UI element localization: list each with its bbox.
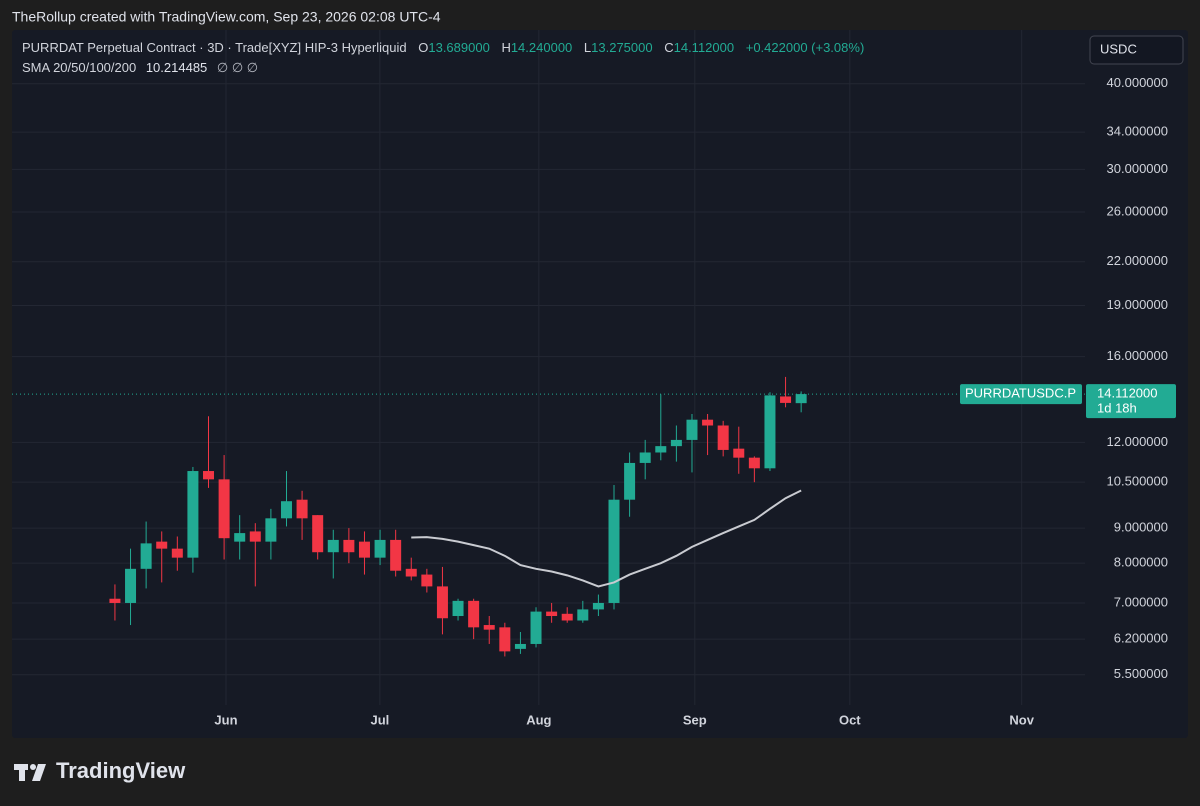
candle-body [670,439,682,447]
x-tick-label: Sep [683,712,707,727]
candle-body [499,627,511,652]
candle-body [296,499,308,519]
candle-body [187,471,199,558]
indicator-value: 10.214485 [146,60,207,75]
symbol-label-box [960,384,1082,405]
candle-body [733,448,745,458]
ohlc-label: C [664,40,673,55]
currency-button[interactable] [1089,35,1184,65]
candle-body [312,515,324,553]
candle-body [343,539,355,553]
y-tick-label: 8.000000 [1114,555,1168,570]
y-tick-label: 9.000000 [1114,520,1168,535]
indicator-line: SMA 20/50/100/200 10.214485 ∅ ∅ ∅ [22,60,258,75]
symbol-label: PURRDATUSDC.P [965,386,1076,401]
y-tick-label: 12.000000 [1107,434,1168,449]
y-tick-label: 6.200000 [1114,631,1168,646]
indicator-extras: ∅ ∅ ∅ [217,60,258,75]
y-tick-label: 10.500000 [1107,474,1168,489]
ohlc-label: L [584,40,591,55]
y-tick-label: 5.500000 [1114,666,1168,681]
ohlc-value: 13.689000 [428,40,489,55]
x-tick-label: Jun [214,712,237,727]
x-tick-label: Aug [526,712,551,727]
logo-part [30,764,36,770]
candle-body [156,541,168,549]
candle-body [436,586,448,619]
price-label: 14.112000 [1097,386,1158,401]
y-tick-label: 34.000000 [1107,124,1168,139]
candle-body [795,394,807,404]
ohlc-label: H [501,40,510,55]
header-line: PURRDAT Perpetual Contract · 3D · Trade[… [22,40,864,55]
candle-body [234,533,246,542]
currency-label[interactable]: USDC [1100,41,1137,56]
candle-body [421,574,433,587]
y-tick-label: 7.000000 [1114,594,1168,609]
price-label-box [1086,384,1176,419]
candle-body [203,471,215,480]
change: +0.422000 (+3.08%) [746,40,865,55]
candle-body [608,499,620,603]
sma-line [411,489,802,588]
candle-body [125,568,137,603]
candle-body [358,541,370,558]
candle-body [530,611,542,644]
candle-body [780,396,792,403]
x-tick-label: Jul [371,712,390,727]
y-tick-label: 40.000000 [1107,75,1168,90]
chart-panel [12,30,1188,738]
candle-body [452,600,464,617]
ohlc-value: 14.240000 [511,40,572,55]
candle-body [483,625,495,630]
indicator-name: SMA 20/50/100/200 [22,60,136,75]
y-tick-label: 19.000000 [1107,297,1168,312]
y-tick-label: 16.000000 [1107,348,1168,363]
candle-body [390,539,402,571]
candle-body [280,501,292,519]
candle-body [592,602,604,610]
candle-body [639,452,651,463]
brand-logo [14,764,46,781]
candle-body [140,543,152,569]
candle-body [249,531,261,542]
candle-body [468,600,480,628]
candle-body [171,548,183,558]
y-tick-label: 26.000000 [1107,203,1168,218]
candle-body [405,568,417,577]
candle-body [218,479,230,539]
candle-body [686,419,698,440]
candle-body [764,395,776,469]
logo-part [19,764,25,781]
countdown: 1d 18h [1097,401,1137,416]
y-tick-label: 22.000000 [1107,253,1168,268]
y-tick-label: 30.000000 [1107,161,1168,176]
x-tick-label: Nov [1009,712,1034,727]
candle-body [109,598,121,603]
chart-title: PURRDAT Perpetual Contract · 3D · Trade[… [22,40,407,55]
candle-body [577,609,589,621]
candle-body [265,518,277,542]
candle-body [655,446,667,453]
logo-part [32,764,46,781]
attribution: TheRollup created with TradingView.com, … [12,9,441,25]
x-tick-label: Oct [839,712,861,727]
candle-body [374,539,386,558]
ohlc-value: 13.275000 [591,40,652,55]
candle-body [717,425,729,450]
candle-body [748,457,760,469]
candle-body [624,462,636,500]
candle-body [327,539,339,553]
ohlc-label: O [418,40,428,55]
candle-body [702,419,714,426]
brand: TradingView [56,758,186,783]
candle-body [561,613,573,621]
candle-body [514,643,526,649]
ohlc-value: 14.112000 [674,40,735,55]
candle-body [546,611,558,617]
